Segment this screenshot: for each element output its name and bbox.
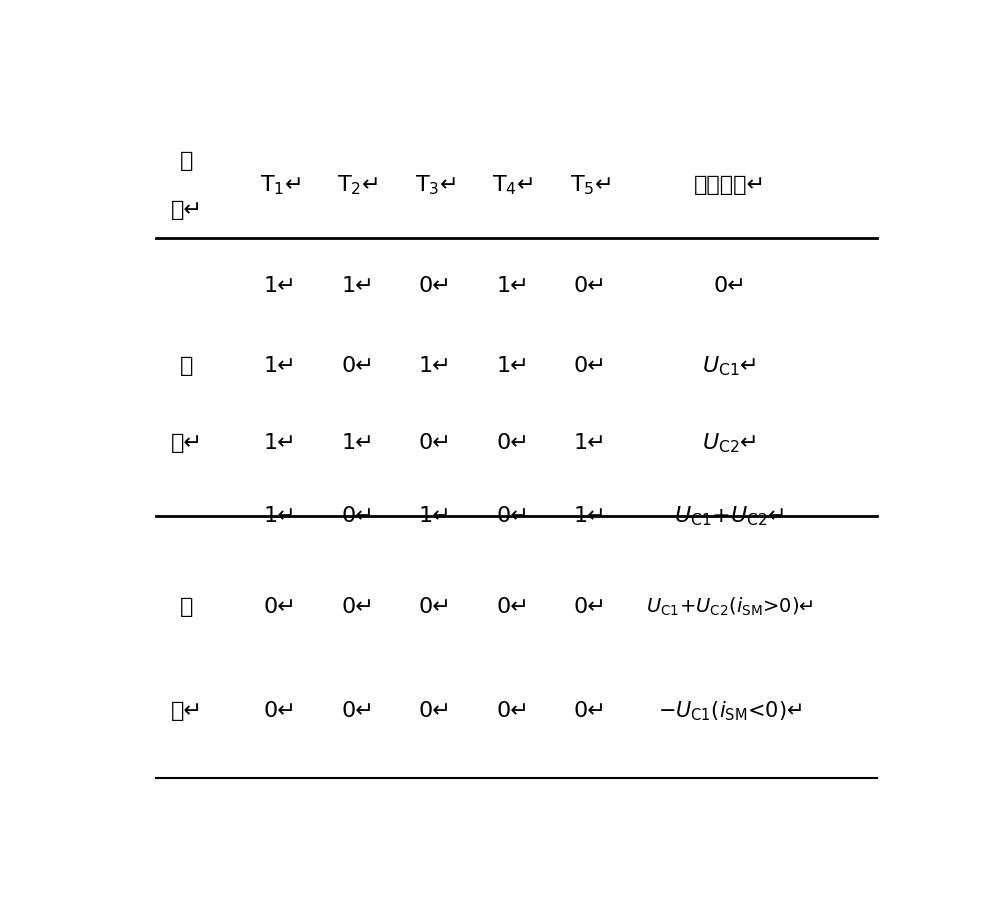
Text: 0↵: 0↵ bbox=[341, 701, 374, 721]
Text: 0↵: 0↵ bbox=[574, 357, 606, 376]
Text: 0↵: 0↵ bbox=[419, 701, 451, 721]
Text: 0↵: 0↵ bbox=[419, 597, 451, 617]
Text: T$_1$↵: T$_1$↵ bbox=[260, 174, 300, 197]
Text: 1↵: 1↵ bbox=[341, 276, 374, 296]
Text: 1↵: 1↵ bbox=[574, 506, 606, 526]
Text: 1↵: 1↵ bbox=[264, 357, 296, 376]
Text: 常↵: 常↵ bbox=[171, 433, 203, 453]
Text: 1↵: 1↵ bbox=[419, 357, 451, 376]
Text: T$_5$↵: T$_5$↵ bbox=[570, 174, 610, 197]
Text: 0↵: 0↵ bbox=[419, 433, 451, 453]
Text: 0↵: 0↵ bbox=[574, 276, 606, 296]
Text: 0↵: 0↵ bbox=[264, 701, 296, 721]
Text: 0↵: 0↵ bbox=[574, 597, 606, 617]
Text: 0↵: 0↵ bbox=[264, 597, 296, 617]
Text: 输出电平↵: 输出电平↵ bbox=[693, 176, 766, 195]
Text: 0↵: 0↵ bbox=[496, 506, 529, 526]
Text: 0↵: 0↵ bbox=[496, 597, 529, 617]
Text: 0↵: 0↵ bbox=[419, 276, 451, 296]
Text: 1↵: 1↵ bbox=[496, 357, 529, 376]
Text: 0↵: 0↵ bbox=[341, 506, 374, 526]
Text: 1↵: 1↵ bbox=[264, 506, 296, 526]
Text: 0↵: 0↵ bbox=[341, 597, 374, 617]
Text: 1↵: 1↵ bbox=[419, 506, 451, 526]
Text: 1↵: 1↵ bbox=[574, 433, 606, 453]
Text: $\mathit{U}_{\mathrm{C2}}$↵: $\mathit{U}_{\mathrm{C2}}$↵ bbox=[702, 432, 757, 455]
Text: 1↵: 1↵ bbox=[264, 276, 296, 296]
Text: 0↵: 0↵ bbox=[341, 357, 374, 376]
Text: 闭: 闭 bbox=[180, 597, 194, 617]
Text: 0↵: 0↵ bbox=[496, 433, 529, 453]
Text: T$_3$↵: T$_3$↵ bbox=[415, 174, 455, 197]
Text: 0↵: 0↵ bbox=[713, 276, 746, 296]
Text: 0↵: 0↵ bbox=[574, 701, 606, 721]
Text: 正: 正 bbox=[180, 357, 194, 376]
Text: 1↵: 1↵ bbox=[496, 276, 529, 296]
Text: 锁↵: 锁↵ bbox=[171, 701, 203, 721]
Text: 1↵: 1↵ bbox=[264, 433, 296, 453]
Text: 式↵: 式↵ bbox=[171, 200, 203, 220]
Text: 模: 模 bbox=[180, 151, 194, 171]
Text: $-\mathit{U}_{\mathrm{C1}}$($\mathit{i}_{\mathrm{SM}}$<0)↵: $-\mathit{U}_{\mathrm{C1}}$($\mathit{i}_… bbox=[658, 700, 801, 723]
Text: 1↵: 1↵ bbox=[341, 433, 374, 453]
Text: $\mathit{U}_{\mathrm{C1}}$+$\mathit{U}_{\mathrm{C2}}$($\mathit{i}_{\mathrm{SM}}$: $\mathit{U}_{\mathrm{C1}}$+$\mathit{U}_{… bbox=[646, 595, 813, 618]
Text: T$_4$↵: T$_4$↵ bbox=[492, 174, 533, 197]
Text: 0↵: 0↵ bbox=[496, 701, 529, 721]
Text: $\mathit{U}_{\mathrm{C1}}$+$\mathit{U}_{\mathrm{C2}}$↵: $\mathit{U}_{\mathrm{C1}}$+$\mathit{U}_{… bbox=[674, 504, 785, 528]
Text: $\mathit{U}_{\mathrm{C1}}$↵: $\mathit{U}_{\mathrm{C1}}$↵ bbox=[702, 355, 757, 378]
Text: T$_2$↵: T$_2$↵ bbox=[337, 174, 378, 197]
